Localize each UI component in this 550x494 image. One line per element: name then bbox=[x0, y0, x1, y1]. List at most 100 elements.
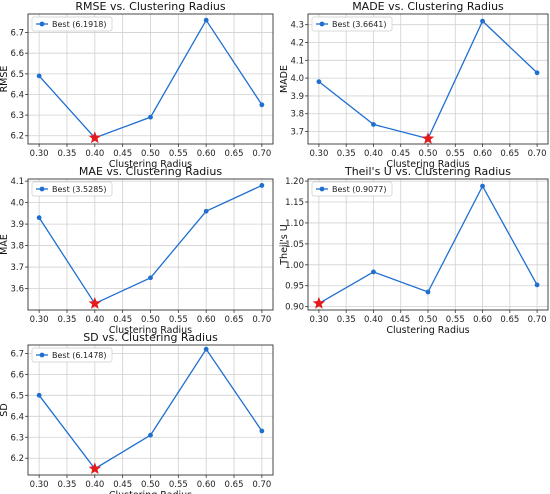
chart-4-x-tick-label: 0.50 bbox=[419, 315, 438, 325]
chart-4-y-tick-label: 0.90 bbox=[285, 303, 304, 313]
chart-1-x-tick-label: 0.30 bbox=[30, 149, 49, 159]
chart-1-data-point bbox=[203, 17, 209, 23]
chart-4-x-tick-label: 0.45 bbox=[391, 315, 410, 325]
chart-3-x-tick-label: 0.70 bbox=[252, 315, 271, 325]
chart-2-x-tick-label: 0.40 bbox=[364, 149, 383, 159]
chart-2: 0.30 0.35 0.40 0.45 0.50 0.55 0.60 0.65 0.70 3.7 3… bbox=[279, 0, 549, 170]
chart-4-data-point bbox=[371, 269, 376, 275]
chart-1-x-tick-label: 0.55 bbox=[169, 149, 188, 159]
chart-3-x-tick-label: 0.60 bbox=[197, 315, 216, 325]
chart-1-y-tick-label: 6.7 bbox=[10, 29, 24, 39]
chart-1-y-tick-label: 6.6 bbox=[10, 49, 24, 59]
chart-5-legend-box bbox=[31, 347, 113, 363]
chart-5-data-point bbox=[36, 392, 42, 398]
chart-2-x-tick-label: 0.30 bbox=[309, 149, 328, 159]
chart-2-data-point bbox=[480, 18, 485, 24]
chart-1-x-tick-label: 0.45 bbox=[113, 149, 132, 159]
chart-5-x-tick-label: 0.60 bbox=[197, 480, 216, 490]
chart-2-legend-marker bbox=[319, 21, 325, 27]
chart-2-legend: Best (3.6641) bbox=[311, 16, 393, 32]
chart-2-y-tick-label: 3.7 bbox=[290, 128, 304, 138]
chart-3: 0.30 0.35 0.40 0.45 0.50 0.55 0.60 0.65 0.70 3.6 3… bbox=[0, 165, 274, 336]
chart-5-x-tick-label: 0.65 bbox=[225, 480, 244, 490]
chart-3-x-tick-label: 0.40 bbox=[85, 315, 104, 325]
chart-3-x-tick-label: 0.50 bbox=[141, 315, 160, 325]
chart-4-x-tick-label: 0.40 bbox=[364, 315, 383, 325]
chart-2-data-point bbox=[371, 122, 376, 127]
chart-2-x-axis-label: Clustering Radius bbox=[386, 159, 469, 170]
chart-5-x-tick-label: 0.55 bbox=[169, 480, 188, 490]
chart-3-y-tick-label: 3.8 bbox=[10, 242, 24, 252]
chart-3-y-tick-label: 4.1 bbox=[10, 177, 24, 187]
chart-4-y-axis-label: Theil's U bbox=[279, 224, 290, 266]
chart-3-x-tick-label: 0.30 bbox=[30, 315, 49, 325]
chart-1-legend-box bbox=[31, 16, 113, 32]
chart-5-y-tick-label: 6.3 bbox=[10, 433, 24, 443]
chart-3-legend: Best (3.5285) bbox=[31, 181, 113, 197]
chart-1-y-tick-label: 6.3 bbox=[10, 111, 24, 121]
chart-3-data-point bbox=[259, 183, 265, 188]
chart-3-x-tick-label: 0.65 bbox=[225, 315, 244, 325]
chart-5-y-tick-label: 6.2 bbox=[10, 454, 24, 464]
chart-5-x-tick-label: 0.70 bbox=[252, 480, 271, 490]
chart-2-data-point bbox=[534, 70, 540, 76]
chart-4-data-point bbox=[425, 289, 431, 295]
chart-1-x-tick-label: 0.65 bbox=[225, 149, 244, 159]
chart-2-y-tick-label: 4.3 bbox=[290, 21, 304, 31]
chart-1-x-tick-label: 0.60 bbox=[197, 149, 216, 159]
chart-1-best-star-marker bbox=[88, 131, 101, 144]
chart-1-frame bbox=[27, 13, 274, 145]
chart-3-data-point bbox=[148, 275, 153, 281]
chart-2-x-tick-label: 0.65 bbox=[500, 149, 519, 159]
chart-4-legend-box bbox=[311, 181, 393, 197]
chart-5-x-tick-label: 0.50 bbox=[141, 480, 160, 490]
chart-5-y-tick-label: 6.5 bbox=[10, 391, 24, 401]
chart-1-data-point bbox=[36, 73, 42, 79]
chart-4-frame bbox=[307, 178, 549, 311]
chart-4-y-tick-label: 1.05 bbox=[285, 240, 304, 250]
chart-3-x-tick-label: 0.35 bbox=[58, 315, 77, 325]
chart-2-x-tick-label: 0.55 bbox=[446, 149, 465, 159]
chart-5-best-star-marker bbox=[88, 462, 101, 474]
chart-4-x-tick-label: 0.70 bbox=[528, 315, 547, 325]
chart-4-legend-label: Best (0.9077) bbox=[332, 185, 387, 194]
chart-3-legend-box bbox=[31, 181, 113, 197]
chart-2-legend-box bbox=[311, 16, 393, 32]
chart-5-x-tick-label: 0.35 bbox=[58, 480, 77, 490]
chart-1-data-point bbox=[259, 102, 265, 108]
chart-1-title: RMSE vs. Clustering Radius bbox=[75, 0, 225, 13]
chart-1-x-tick-label: 0.40 bbox=[85, 149, 104, 159]
chart-5-y-axis-label: SD bbox=[0, 403, 10, 416]
chart-3-y-tick-label: 4.0 bbox=[10, 199, 24, 209]
chart-2-frame bbox=[307, 13, 549, 145]
chart-5-data-point bbox=[203, 346, 209, 352]
chart-2-y-tick-label: 3.8 bbox=[290, 110, 304, 120]
chart-2-best-star-marker bbox=[421, 132, 435, 144]
chart-2-x-tick-label: 0.50 bbox=[419, 149, 438, 159]
chart-3-y-axis-label: MAE bbox=[0, 234, 10, 255]
chart-5-x-tick-label: 0.40 bbox=[85, 480, 104, 490]
chart-1-legend-label: Best (6.1918) bbox=[52, 20, 107, 29]
chart-4-best-star-marker bbox=[312, 296, 326, 309]
chart-3-y-tick-label: 3.6 bbox=[10, 285, 24, 295]
chart-1-x-tick-label: 0.70 bbox=[252, 149, 271, 159]
chart-5-y-tick-label: 6.4 bbox=[10, 412, 24, 422]
chart-2-legend-label: Best (3.6641) bbox=[332, 20, 387, 29]
chart-2-y-tick-label: 3.9 bbox=[290, 92, 304, 102]
chart-1-data-point bbox=[148, 114, 153, 120]
chart-4-x-tick-label: 0.35 bbox=[337, 315, 356, 325]
chart-5-data-point bbox=[259, 428, 265, 434]
chart-5-x-tick-label: 0.45 bbox=[113, 480, 132, 490]
chart-4-title: Theil's U vs. Clustering Radius bbox=[344, 165, 511, 178]
chart-2-data-point bbox=[316, 79, 322, 85]
chart-1-legend: Best (6.1918) bbox=[31, 16, 113, 32]
chart-4-y-tick-label: 0.95 bbox=[285, 282, 304, 292]
chart-5-x-axis-label: Clustering Radius bbox=[109, 490, 192, 494]
chart-4-y-tick-label: 1.10 bbox=[285, 219, 304, 229]
chart-1-y-tick-label: 6.2 bbox=[10, 132, 24, 142]
chart-5-y-tick-label: 6.7 bbox=[10, 349, 24, 359]
chart-3-data-point bbox=[36, 215, 42, 221]
chart-3-legend-marker bbox=[39, 186, 45, 192]
chart-5-legend: Best (6.1478) bbox=[31, 347, 113, 363]
chart-2-x-tick-label: 0.35 bbox=[337, 149, 356, 159]
